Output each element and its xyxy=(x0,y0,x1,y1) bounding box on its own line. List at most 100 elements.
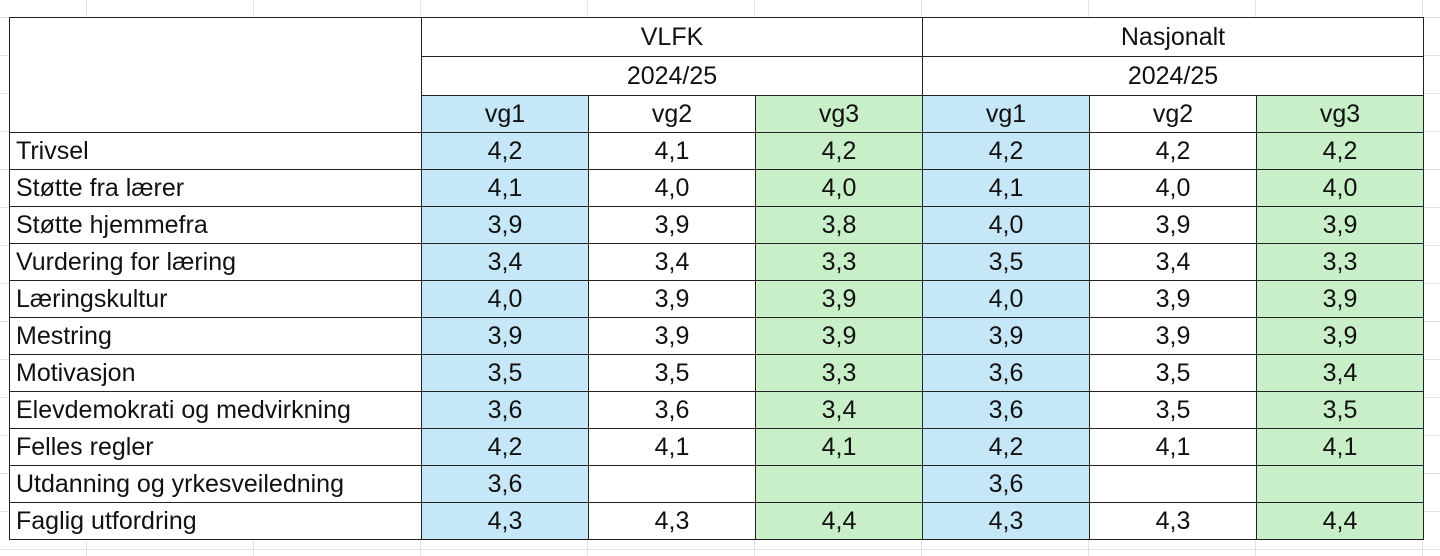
value-cell: 3,5 xyxy=(1089,391,1257,429)
value-cell: 4,0 xyxy=(588,169,756,207)
table-row: Utdanning og yrkesveiledning 3,6 3,6 xyxy=(9,465,1424,503)
row-label: Støtte fra lærer xyxy=(9,169,422,207)
value-cell: 3,5 xyxy=(922,243,1090,281)
row-label: Elevdemokrati og medvirkning xyxy=(9,391,422,429)
grade-header-vlfk-vg3: vg3 xyxy=(755,95,923,133)
table-row: Mestring 3,9 3,9 3,9 3,9 3,9 3,9 xyxy=(9,317,1424,355)
table-row: Trivsel 4,2 4,1 4,2 4,2 4,2 4,2 xyxy=(9,132,1424,170)
value-cell: 4,3 xyxy=(922,502,1090,540)
region-header-nasjonalt: Nasjonalt xyxy=(922,17,1424,57)
row-label: Støtte hjemmefra xyxy=(9,206,422,244)
row-label: Trivsel xyxy=(9,132,422,170)
value-cell: 3,9 xyxy=(1256,317,1424,355)
value-cell: 4,2 xyxy=(1256,132,1424,170)
grade-header-nasjonalt-vg2: vg2 xyxy=(1089,95,1257,133)
row-label: Vurdering for læring xyxy=(9,243,422,281)
value-cell: 4,4 xyxy=(755,502,923,540)
value-cell: 3,5 xyxy=(588,354,756,392)
table-row: Faglig utfordring 4,3 4,3 4,4 4,3 4,3 4,4 xyxy=(9,502,1424,540)
table-row: Elevdemokrati og medvirkning 3,6 3,6 3,4 3,6… xyxy=(9,391,1424,429)
value-cell: 4,2 xyxy=(922,428,1090,466)
value-cell xyxy=(755,465,923,503)
value-cell: 4,1 xyxy=(1089,428,1257,466)
grade-header-nasjonalt-vg3: vg3 xyxy=(1256,95,1424,133)
value-cell: 4,0 xyxy=(1089,169,1257,207)
value-cell: 3,5 xyxy=(1256,391,1424,429)
value-cell: 3,5 xyxy=(421,354,589,392)
value-cell: 4,1 xyxy=(421,169,589,207)
value-cell: 3,9 xyxy=(1089,206,1257,244)
value-cell: 3,6 xyxy=(588,391,756,429)
value-cell: 3,9 xyxy=(755,317,923,355)
table-row: Motivasjon 3,5 3,5 3,3 3,6 3,5 3,4 xyxy=(9,354,1424,392)
value-cell xyxy=(1089,465,1257,503)
value-cell: 3,9 xyxy=(922,317,1090,355)
value-cell: 4,3 xyxy=(1089,502,1257,540)
value-cell: 3,9 xyxy=(588,206,756,244)
row-label: Faglig utfordring xyxy=(9,502,422,540)
value-cell: 4,1 xyxy=(922,169,1090,207)
value-cell: 4,0 xyxy=(922,206,1090,244)
period-header-nasjonalt: 2024/25 xyxy=(922,56,1424,96)
row-label: Mestring xyxy=(9,317,422,355)
value-cell: 3,9 xyxy=(421,206,589,244)
value-cell: 3,4 xyxy=(421,243,589,281)
value-cell: 3,4 xyxy=(588,243,756,281)
row-label: Utdanning og yrkesveiledning xyxy=(9,465,422,503)
value-cell: 3,9 xyxy=(1256,206,1424,244)
grade-header-vlfk-vg2: vg2 xyxy=(588,95,756,133)
value-cell: 3,6 xyxy=(922,391,1090,429)
value-cell: 3,4 xyxy=(755,391,923,429)
value-cell: 4,1 xyxy=(588,428,756,466)
value-cell: 3,3 xyxy=(1256,243,1424,281)
value-cell: 3,9 xyxy=(755,280,923,318)
value-cell: 3,6 xyxy=(421,391,589,429)
period-header-row: 2024/25 2024/25 xyxy=(10,56,1424,96)
results-table-body: VLFK Nasjonalt 2024/25 2024/25 vg1 vg2 v… xyxy=(9,17,1424,540)
grade-header-row: vg1 vg2 vg3 vg1 vg2 vg3 xyxy=(10,95,1424,133)
value-cell: 4,0 xyxy=(421,280,589,318)
table-row: Vurdering for læring 3,4 3,4 3,3 3,5 3,4 3,3 xyxy=(9,243,1424,281)
value-cell: 4,2 xyxy=(755,132,923,170)
value-cell: 4,0 xyxy=(1256,169,1424,207)
value-cell: 3,9 xyxy=(421,317,589,355)
value-cell: 3,3 xyxy=(755,354,923,392)
value-cell: 4,3 xyxy=(421,502,589,540)
value-cell: 4,1 xyxy=(588,132,756,170)
value-cell: 4,0 xyxy=(755,169,923,207)
value-cell: 4,1 xyxy=(755,428,923,466)
row-label: Læringskultur xyxy=(9,280,422,318)
value-cell: 3,9 xyxy=(588,317,756,355)
value-cell: 3,9 xyxy=(588,280,756,318)
value-cell: 3,9 xyxy=(1256,280,1424,318)
region-header-row: VLFK Nasjonalt xyxy=(9,17,1424,133)
value-cell xyxy=(588,465,756,503)
table-row: Læringskultur 4,0 3,9 3,9 4,0 3,9 3,9 xyxy=(9,280,1424,318)
value-cell: 3,3 xyxy=(755,243,923,281)
value-cell: 4,3 xyxy=(588,502,756,540)
row-label: Felles regler xyxy=(9,428,422,466)
value-cell: 3,9 xyxy=(1089,280,1257,318)
value-cell: 3,6 xyxy=(421,465,589,503)
grade-header-vlfk-vg1: vg1 xyxy=(421,95,589,133)
region-header-vlfk: VLFK xyxy=(421,17,923,57)
row-label: Motivasjon xyxy=(9,354,422,392)
value-cell: 3,4 xyxy=(1256,354,1424,392)
results-table: VLFK Nasjonalt 2024/25 2024/25 vg1 vg2 v… xyxy=(9,17,1424,540)
value-cell: 4,2 xyxy=(922,132,1090,170)
value-cell: 3,6 xyxy=(922,465,1090,503)
value-cell: 3,9 xyxy=(1089,317,1257,355)
grade-header-nasjonalt-vg1: vg1 xyxy=(922,95,1090,133)
table-row: Felles regler 4,2 4,1 4,1 4,2 4,1 4,1 xyxy=(9,428,1424,466)
table-row: Støtte fra lærer 4,1 4,0 4,0 4,1 4,0 4,0 xyxy=(9,169,1424,207)
value-cell: 4,2 xyxy=(421,428,589,466)
value-cell xyxy=(1256,465,1424,503)
value-cell: 4,2 xyxy=(1089,132,1257,170)
corner-cell xyxy=(9,17,422,133)
value-cell: 4,2 xyxy=(421,132,589,170)
value-cell: 4,1 xyxy=(1256,428,1424,466)
table-row: Støtte hjemmefra 3,9 3,9 3,8 4,0 3,9 3,9 xyxy=(9,206,1424,244)
value-cell: 3,6 xyxy=(922,354,1090,392)
value-cell: 4,0 xyxy=(922,280,1090,318)
value-cell: 3,5 xyxy=(1089,354,1257,392)
